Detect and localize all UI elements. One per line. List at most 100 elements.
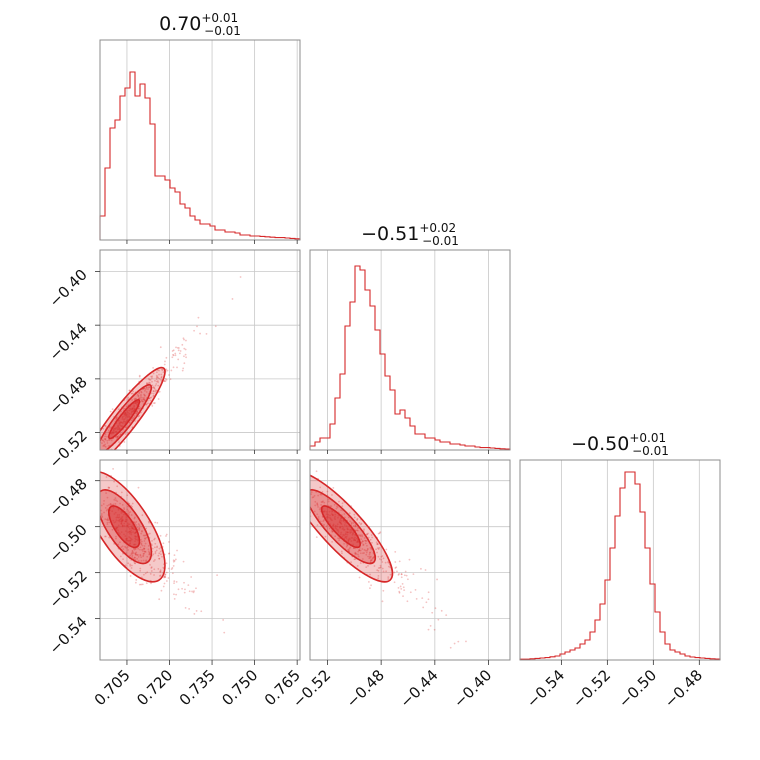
sample-point — [145, 403, 148, 406]
sample-point — [122, 558, 124, 561]
sample-point — [103, 438, 106, 440]
sample-point — [154, 537, 156, 540]
y-axis-2: −0.54−0.52−0.50−0.48 — [46, 475, 100, 658]
sample-point — [152, 392, 155, 395]
sample-point — [145, 559, 148, 562]
sample-point — [140, 556, 143, 559]
sample-point — [163, 379, 166, 382]
sample-point — [343, 516, 346, 519]
sample-point — [358, 549, 360, 551]
sample-point — [104, 437, 107, 440]
sample-point — [136, 558, 138, 560]
sample-point — [343, 543, 345, 545]
scatter-panel-2-0 — [94, 459, 301, 661]
sample-point — [205, 332, 208, 335]
sample-point — [140, 540, 143, 543]
sample-point — [336, 506, 339, 509]
sample-point — [136, 410, 139, 413]
sample-point — [402, 586, 405, 589]
sample-point — [353, 547, 355, 550]
sample-point — [130, 564, 133, 567]
sample-point — [163, 582, 166, 585]
sample-point — [160, 553, 162, 556]
sample-point — [128, 422, 131, 424]
sample-point — [377, 555, 380, 558]
sample-point — [160, 376, 163, 378]
sample-point — [119, 541, 121, 544]
sample-point — [137, 397, 140, 400]
sample-point — [173, 597, 176, 600]
sample-point — [135, 579, 138, 581]
sample-point — [94, 459, 96, 461]
sample-point — [156, 375, 159, 378]
sample-point — [196, 325, 198, 328]
sample-point — [316, 504, 319, 506]
sample-point — [134, 553, 137, 556]
sample-point — [102, 439, 105, 442]
sample-point — [131, 399, 133, 401]
sample-point — [88, 467, 90, 469]
sample-point — [115, 417, 117, 420]
sample-point — [151, 405, 154, 407]
sample-point — [149, 399, 152, 402]
sample-point — [341, 502, 344, 505]
sample-point — [140, 576, 143, 579]
sample-point — [361, 540, 364, 543]
sample-point — [363, 537, 366, 539]
sample-point — [130, 514, 133, 516]
sample-point — [158, 390, 161, 393]
sample-point — [94, 453, 96, 455]
sample-point — [354, 523, 357, 526]
sample-point — [137, 560, 140, 562]
sample-point — [101, 439, 104, 441]
sample-point — [183, 591, 186, 594]
sample-point — [360, 538, 363, 541]
sample-point — [94, 514, 96, 516]
sample-point — [137, 555, 140, 558]
sample-point — [358, 549, 361, 552]
sample-point — [135, 547, 137, 550]
title-value: 0.70 — [159, 13, 201, 35]
sample-point — [359, 523, 362, 526]
sample-point — [96, 483, 98, 485]
sample-point — [117, 543, 120, 546]
sample-point — [104, 435, 107, 438]
sample-point — [153, 538, 156, 541]
sample-point — [131, 554, 134, 557]
sample-point — [141, 583, 144, 586]
sample-point — [135, 553, 137, 556]
sample-point — [181, 369, 184, 372]
sample-point — [400, 576, 403, 579]
sample-point — [140, 391, 143, 394]
sample-point — [152, 394, 155, 397]
sample-point — [151, 547, 154, 550]
sample-point — [163, 575, 166, 578]
sample-point — [168, 541, 170, 543]
sample-point — [314, 500, 317, 503]
sample-point — [313, 510, 316, 513]
sample-point — [427, 628, 430, 631]
sample-point — [86, 458, 88, 460]
sample-point — [141, 530, 143, 533]
sample-point — [149, 563, 151, 566]
sample-point — [127, 505, 129, 508]
sample-point — [97, 452, 99, 454]
sample-point — [308, 496, 310, 498]
sample-point — [94, 511, 96, 513]
sample-point — [191, 590, 193, 593]
sample-point — [139, 546, 142, 549]
sample-point — [160, 376, 163, 379]
sample-point — [142, 534, 145, 537]
sample-point — [354, 551, 357, 554]
sample-point — [425, 601, 428, 604]
sample-point — [138, 392, 141, 394]
sample-point — [316, 524, 319, 527]
sample-point — [131, 549, 134, 552]
sample-point — [357, 550, 360, 553]
sample-point — [154, 379, 156, 382]
sample-point — [385, 570, 388, 573]
sample-point — [371, 541, 373, 544]
sample-point — [346, 544, 349, 546]
sample-point — [139, 538, 142, 541]
sample-point — [172, 565, 175, 567]
